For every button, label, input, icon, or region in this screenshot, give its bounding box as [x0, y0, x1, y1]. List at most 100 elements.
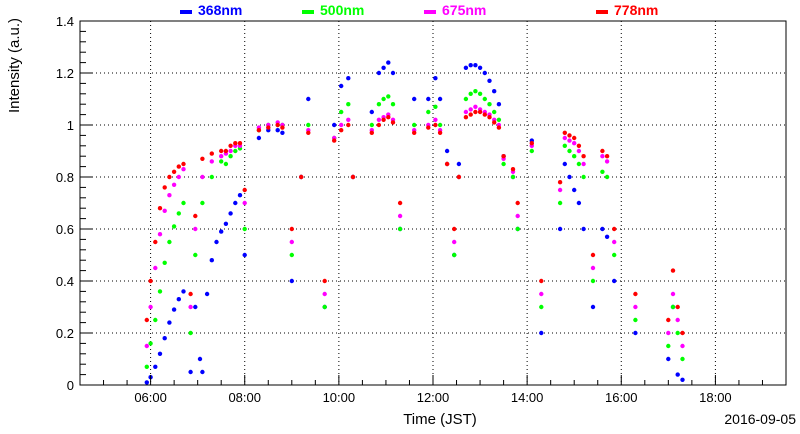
- data-point: [386, 60, 391, 65]
- data-point: [539, 304, 544, 310]
- data-point: [162, 185, 167, 190]
- x-tick-label: 08:00: [228, 390, 261, 405]
- data-point: [299, 174, 304, 180]
- data-point: [680, 377, 685, 382]
- data-point: [171, 182, 177, 187]
- data-point: [219, 159, 224, 164]
- legend-label: 500nm: [320, 2, 364, 18]
- data-point: [463, 96, 469, 102]
- data-point: [567, 138, 572, 143]
- data-point: [501, 161, 506, 167]
- data-point: [153, 364, 158, 369]
- data-point: [350, 174, 356, 180]
- data-point: [144, 317, 149, 323]
- data-point: [487, 115, 492, 120]
- legend-swatch: [596, 10, 608, 14]
- data-point: [167, 174, 172, 180]
- data-point: [515, 213, 520, 219]
- data-point: [482, 70, 487, 76]
- data-point: [576, 148, 582, 154]
- data-point: [233, 141, 238, 146]
- data-point: [289, 226, 294, 232]
- data-point: [306, 122, 311, 128]
- legend-swatch: [424, 10, 436, 14]
- data-points: [144, 60, 685, 385]
- data-point: [181, 161, 186, 167]
- data-point: [153, 239, 158, 245]
- data-point: [433, 76, 438, 81]
- data-point: [386, 94, 391, 99]
- axis-ticks: [79, 20, 787, 386]
- data-point: [306, 130, 311, 135]
- legend-label: 675nm: [442, 2, 486, 18]
- data-point: [452, 226, 457, 232]
- data-point: [487, 78, 492, 84]
- data-point: [242, 187, 247, 193]
- data-point: [581, 226, 586, 232]
- data-point: [590, 265, 596, 271]
- data-point: [397, 213, 403, 219]
- data-point: [390, 102, 396, 107]
- data-point: [306, 96, 311, 102]
- data-point: [473, 89, 478, 94]
- data-point: [144, 343, 149, 349]
- data-point: [590, 252, 596, 258]
- data-point: [162, 260, 167, 265]
- data-point: [567, 148, 572, 154]
- y-tick-label: 1.2: [56, 66, 74, 81]
- data-point: [157, 351, 163, 356]
- data-point: [153, 317, 158, 323]
- data-point: [562, 130, 567, 135]
- data-point: [496, 125, 502, 130]
- data-point: [680, 330, 685, 336]
- data-point: [214, 239, 219, 245]
- data-point: [572, 187, 577, 193]
- x-axis-title: Time (JST): [403, 411, 477, 428]
- data-point: [181, 167, 186, 172]
- data-point: [515, 200, 520, 206]
- data-point: [200, 174, 205, 180]
- data-point: [477, 65, 483, 71]
- data-point: [193, 226, 198, 232]
- data-point: [209, 159, 214, 164]
- data-point: [376, 70, 382, 76]
- legend-label: 368nm: [198, 2, 242, 18]
- data-point: [256, 135, 262, 141]
- data-point: [148, 341, 153, 346]
- data-point: [477, 109, 483, 115]
- data-point: [581, 174, 586, 180]
- data-point: [468, 62, 473, 68]
- data-point: [275, 122, 280, 128]
- data-point: [426, 125, 431, 130]
- data-point: [529, 141, 534, 146]
- data-point: [452, 239, 457, 245]
- data-point: [680, 356, 685, 362]
- data-point: [188, 304, 193, 310]
- data-point: [228, 211, 233, 216]
- data-point: [381, 96, 386, 102]
- data-point: [148, 304, 153, 310]
- data-point: [600, 154, 605, 159]
- data-point: [670, 304, 676, 310]
- data-point: [219, 154, 224, 159]
- data-point: [444, 148, 450, 154]
- data-point: [204, 291, 210, 297]
- data-point: [675, 317, 680, 323]
- data-point: [473, 104, 478, 110]
- series-500nm: [144, 89, 685, 369]
- data-point: [452, 252, 457, 258]
- data-point: [567, 174, 572, 180]
- data-point: [233, 148, 238, 154]
- data-point: [157, 289, 163, 294]
- data-point: [496, 102, 502, 107]
- data-point: [675, 304, 680, 310]
- y-tick-label: 0.2: [56, 326, 74, 341]
- data-point: [242, 226, 247, 232]
- data-point: [167, 320, 172, 325]
- data-point: [433, 117, 438, 123]
- data-point: [562, 135, 567, 141]
- data-point: [167, 239, 172, 245]
- legend-swatch: [302, 10, 314, 14]
- data-point: [600, 169, 605, 174]
- data-point: [557, 180, 563, 185]
